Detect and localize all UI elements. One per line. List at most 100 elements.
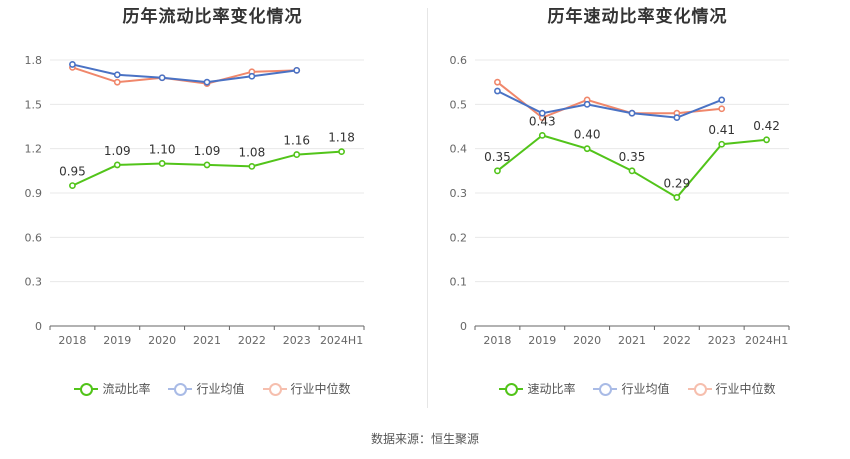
data-point xyxy=(494,78,501,86)
x-tick-label: 2021 xyxy=(618,334,646,347)
data-point xyxy=(718,140,726,148)
legend-line-icon xyxy=(168,382,193,396)
legend-label: 行业均值 xyxy=(196,382,245,396)
data-point xyxy=(538,109,546,117)
data-point xyxy=(494,167,501,175)
legend-line-icon xyxy=(74,382,99,396)
x-tick-label: 2021 xyxy=(193,334,221,347)
legend-label: 流动比率 xyxy=(102,382,151,396)
panel-divider xyxy=(427,8,428,408)
data-label: 1.16 xyxy=(283,134,310,148)
x-tick-label: 2022 xyxy=(238,334,266,347)
data-point xyxy=(203,78,211,86)
legend-item-series-3[interactable]: 行业中位数 xyxy=(687,380,776,397)
data-point xyxy=(628,109,636,117)
legend-label: 行业中位数 xyxy=(290,382,351,396)
data-point xyxy=(113,161,121,169)
x-tick-label: 2024H1 xyxy=(320,334,363,347)
data-point xyxy=(718,105,726,113)
chart-title: 历年流动比率变化情况 xyxy=(122,7,303,27)
data-point xyxy=(69,61,76,68)
data-label: 1.10 xyxy=(149,142,176,156)
plot-area: 0 0.3 0.6 0.9 1.2 1.5 1.8 2018 2019 2020 2021 2022 2… xyxy=(25,54,365,347)
legend-label: 速动比率 xyxy=(527,382,576,396)
legend-label: 行业均值 xyxy=(621,382,670,396)
chart-panel-current-ratio: 历年流动比率变化情况 0 0.3 0.6 0.9 1.2 1.5 1.8 2018 2019 20… xyxy=(0,0,425,420)
data-point xyxy=(673,114,681,122)
legend-item-series-1[interactable]: 速动比率 xyxy=(499,380,575,397)
data-label: 0.42 xyxy=(753,119,780,133)
x-tick-label: 2019 xyxy=(528,334,556,347)
x-tick-label: 2019 xyxy=(103,334,131,347)
y-tick-label: 0.3 xyxy=(25,276,43,289)
data-label: 0.40 xyxy=(574,128,601,142)
x-tick-label: 2020 xyxy=(573,334,601,347)
y-tick-label: 1.5 xyxy=(25,98,43,111)
series-line xyxy=(496,81,722,119)
data-point xyxy=(293,151,301,158)
data-label: 0.41 xyxy=(708,123,735,137)
y-tick-label: 0 xyxy=(460,320,467,333)
data-point xyxy=(158,160,166,167)
data-point xyxy=(583,145,591,153)
y-tick-label: 0.2 xyxy=(450,231,468,244)
y-tick-label: 1.8 xyxy=(25,54,43,67)
series-line xyxy=(496,134,767,199)
y-tick-label: 1.2 xyxy=(25,143,43,156)
data-label: 1.09 xyxy=(104,144,131,158)
data-point xyxy=(113,71,121,79)
y-tick-label: 0.9 xyxy=(25,187,43,200)
legend-label: 行业中位数 xyxy=(715,382,776,396)
x-tick-label: 2023 xyxy=(708,334,736,347)
legend: 流动比率 行业均值 行业中位数 xyxy=(0,380,425,397)
y-tick-label: 0.6 xyxy=(450,54,468,67)
data-point xyxy=(494,87,501,95)
legend-item-series-2[interactable]: 行业均值 xyxy=(168,380,245,397)
legend-line-icon xyxy=(262,382,287,396)
series-line xyxy=(72,63,297,84)
data-point xyxy=(248,162,256,170)
y-tick-label: 0.6 xyxy=(25,231,43,244)
legend-item-series-3[interactable]: 行业中位数 xyxy=(262,380,351,397)
data-point xyxy=(113,78,121,86)
data-label: 1.09 xyxy=(194,144,221,158)
data-point xyxy=(583,100,591,108)
legend: 速动比率 行业均值 行业中位数 xyxy=(425,380,850,397)
legend-item-series-1[interactable]: 流动比率 xyxy=(74,380,150,397)
chart-panel-quick-ratio: 历年速动比率变化情况 0 0.1 0.2 0.3 0.4 0.5 0.6 2018 2019 20… xyxy=(425,0,850,420)
x-tick-label: 2020 xyxy=(148,334,176,347)
legend-line-icon xyxy=(499,382,524,396)
y-tick-label: 0.1 xyxy=(450,276,468,289)
data-point xyxy=(338,148,345,156)
x-tick-label: 2022 xyxy=(663,334,691,347)
data-point xyxy=(718,96,726,104)
data-point xyxy=(69,182,76,190)
data-label: 0.43 xyxy=(529,114,556,128)
data-point xyxy=(293,66,301,74)
plot-area: 0 0.1 0.2 0.3 0.4 0.5 0.6 2018 2019 2020 2021 2022 2… xyxy=(450,54,790,347)
data-point xyxy=(203,161,211,169)
x-tick-label: 2024H1 xyxy=(745,334,788,347)
data-point xyxy=(763,136,770,144)
data-label: 0.29 xyxy=(663,176,690,190)
series-line xyxy=(496,90,723,119)
data-label: 1.08 xyxy=(238,145,265,159)
data-point xyxy=(158,74,166,82)
data-point xyxy=(538,131,546,139)
data-label: 0.35 xyxy=(619,150,646,164)
data-label: 0.95 xyxy=(59,165,86,179)
data-point xyxy=(628,167,636,175)
source-note: 数据来源：恒生聚源 xyxy=(370,432,479,446)
data-point xyxy=(248,72,256,80)
legend-item-series-2[interactable]: 行业均值 xyxy=(593,380,670,397)
data-point xyxy=(673,194,681,201)
y-tick-label: 0.4 xyxy=(450,143,468,156)
x-tick-label: 2018 xyxy=(58,334,86,347)
y-tick-label: 0 xyxy=(35,320,42,333)
x-tick-label: 2023 xyxy=(283,334,311,347)
legend-line-icon xyxy=(687,382,712,396)
data-label: 0.35 xyxy=(484,150,511,164)
chart-title: 历年速动比率变化情况 xyxy=(547,7,728,27)
x-tick-label: 2018 xyxy=(483,334,511,347)
legend-line-icon xyxy=(593,382,618,396)
